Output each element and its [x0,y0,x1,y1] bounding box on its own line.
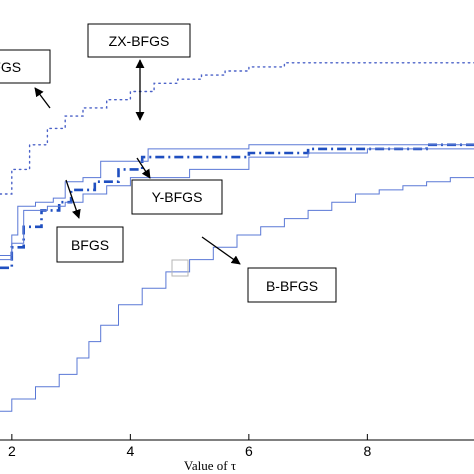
empty-square-marker [171,259,189,277]
series-layer [0,62,474,412]
arrow-y-bfgs [136,157,151,179]
x-tick-label: 2 [8,443,16,459]
label-bfgs-topleft: BFGS [0,49,51,84]
label-bfgs: BFGS [56,226,124,263]
x-tick-label: 8 [363,443,371,459]
x-tick-layer: 2 4 6 8 [8,434,371,459]
svg-text:ZX-BFGS: ZX-BFGS [109,33,170,49]
svg-text:B-BFGS: B-BFGS [266,278,318,294]
series-line-b-bfgs [0,177,474,412]
x-tick-label: 6 [245,443,253,459]
arrow-bfgs [65,179,81,219]
series-line-y-bfgs [0,143,474,270]
label-zx-bfgs: ZX-BFGS [87,23,191,58]
svg-text:BFGS: BFGS [71,237,109,253]
series-line-bfgs [0,144,474,256]
svg-text:BFGS: BFGS [0,59,21,75]
series-line-zx-bfgs [0,62,474,195]
series-line-unlabeled-3 [0,148,474,261]
arrow-bfgs-topleft [34,87,51,109]
x-tick-label: 4 [126,443,134,459]
label-y-bfgs: Y-BFGS [131,179,223,215]
x-axis-label: Value of τ [184,458,236,473]
label-b-bfgs: B-BFGS [247,267,337,303]
arrow-b-bfgs [201,236,241,265]
svg-text:Y-BFGS: Y-BFGS [152,189,203,205]
